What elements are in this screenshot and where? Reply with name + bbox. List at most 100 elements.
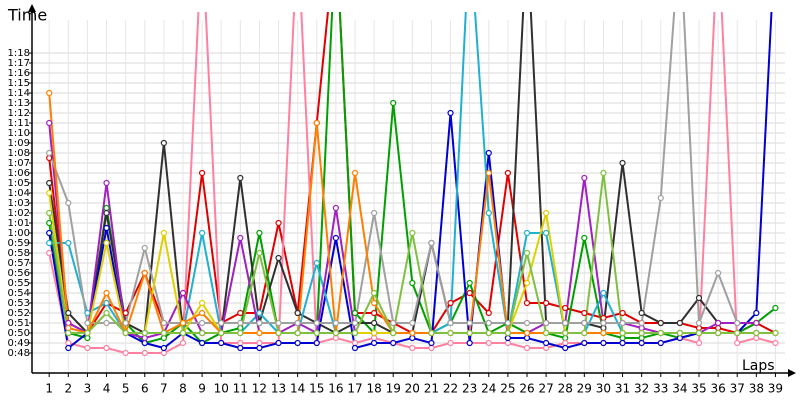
data-point <box>523 334 531 342</box>
data-point <box>313 329 320 337</box>
x-tick-label: 28 <box>558 382 573 396</box>
x-tick-label: 22 <box>443 382 458 396</box>
data-point <box>351 344 359 352</box>
x-tick-label: 23 <box>462 382 477 396</box>
data-point <box>198 309 206 317</box>
y-tick-label: 1:05 <box>8 178 30 189</box>
y-tick-label: 1:02 <box>8 208 30 219</box>
data-point <box>160 329 167 337</box>
data-point <box>619 339 626 347</box>
y-tick-label: 0:49 <box>8 338 30 349</box>
data-point <box>46 219 53 227</box>
data-point <box>332 334 339 342</box>
data-point <box>218 319 225 327</box>
y-tick-label: 0:59 <box>8 238 30 249</box>
x-tick-label: 39 <box>768 382 783 396</box>
data-point <box>46 154 53 162</box>
y-tick-label: 0:50 <box>8 328 30 339</box>
data-point <box>753 319 760 327</box>
data-point <box>294 309 301 317</box>
y-tick-label: 1:08 <box>8 148 30 159</box>
data-point <box>103 299 110 307</box>
data-point <box>695 339 703 347</box>
y-tick-label: 1:09 <box>8 138 30 149</box>
data-point <box>543 209 550 217</box>
data-point <box>447 319 454 327</box>
data-point <box>600 169 607 177</box>
data-point <box>160 319 167 327</box>
data-point <box>237 329 244 337</box>
data-point <box>543 299 550 307</box>
data-point <box>198 339 206 347</box>
y-tick-label: 1:17 <box>8 58 30 69</box>
data-point <box>753 329 760 337</box>
data-point <box>695 319 703 327</box>
data-point <box>466 329 473 337</box>
data-point <box>695 294 703 302</box>
data-point <box>466 289 473 297</box>
x-tick-label: 38 <box>749 382 764 396</box>
x-tick-label: 29 <box>577 382 592 396</box>
grid <box>32 20 785 373</box>
data-point <box>466 279 473 287</box>
x-tick-label: 9 <box>198 382 206 396</box>
data-point <box>198 229 206 237</box>
data-point <box>84 309 91 317</box>
x-tick-label: 37 <box>730 382 745 396</box>
data-point <box>390 339 397 347</box>
data-point <box>351 319 359 327</box>
data-point <box>409 334 416 342</box>
data-point <box>103 209 110 217</box>
x-tick-label: 8 <box>179 382 187 396</box>
x-tick-label: 10 <box>214 382 229 396</box>
data-point <box>65 339 72 347</box>
data-point <box>638 309 645 317</box>
x-tick-label: 24 <box>481 382 496 396</box>
data-point <box>447 329 454 337</box>
data-point <box>638 319 645 327</box>
data-point <box>160 349 167 357</box>
data-point <box>485 209 492 217</box>
data-point <box>390 319 397 327</box>
y-tick-label: 1:06 <box>8 168 30 179</box>
data-point <box>734 319 741 327</box>
x-tick-label: 20 <box>405 382 420 396</box>
x-tick-label: 31 <box>615 382 630 396</box>
data-point <box>237 324 244 332</box>
x-tick-label: 14 <box>290 382 305 396</box>
data-point <box>753 309 760 317</box>
data-point <box>313 339 320 347</box>
data-point <box>103 309 110 317</box>
data-point <box>198 169 206 177</box>
data-point <box>46 239 53 247</box>
data-point <box>141 334 148 342</box>
data-point <box>103 224 110 232</box>
data-point <box>390 99 397 107</box>
data-point <box>332 234 339 242</box>
y-tick-label: 0:55 <box>8 278 30 289</box>
data-point <box>103 179 110 187</box>
data-point <box>715 319 722 327</box>
data-point <box>523 344 531 352</box>
x-tick-label: 35 <box>691 382 706 396</box>
data-point <box>466 339 473 347</box>
data-point <box>46 189 53 197</box>
data-point <box>409 319 416 327</box>
data-point <box>141 329 148 337</box>
data-point <box>543 319 550 327</box>
data-point <box>409 329 416 337</box>
data-point <box>332 204 339 212</box>
data-point <box>638 339 645 347</box>
data-point <box>772 329 779 337</box>
data-point <box>160 334 167 342</box>
x-tick-label: 30 <box>596 382 611 396</box>
data-point <box>160 344 167 352</box>
y-tick-label: 1:13 <box>8 98 30 109</box>
data-point <box>65 344 72 352</box>
data-point <box>562 319 569 327</box>
data-point <box>332 329 339 337</box>
data-point <box>256 309 263 317</box>
x-tick-label: 2 <box>64 382 72 396</box>
data-point <box>734 339 741 347</box>
data-point <box>46 209 53 217</box>
